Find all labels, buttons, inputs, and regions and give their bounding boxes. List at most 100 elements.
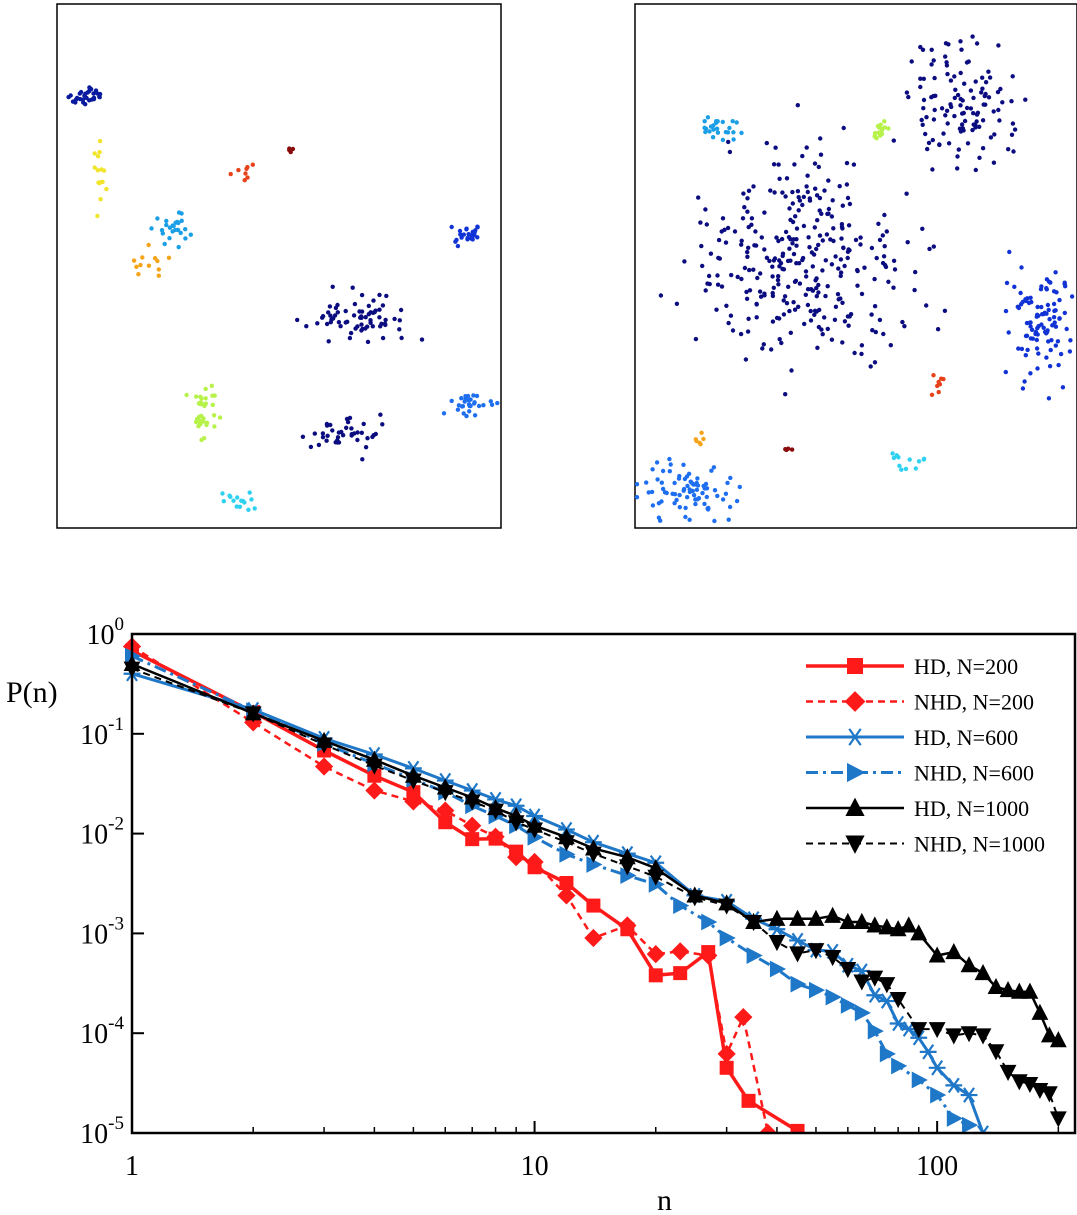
data-point-marker bbox=[999, 981, 1017, 998]
data-point-marker bbox=[808, 981, 826, 999]
particle-dot bbox=[823, 258, 828, 263]
particle-dot bbox=[790, 189, 795, 195]
particle-dot bbox=[725, 225, 731, 231]
particle-dot bbox=[170, 229, 175, 234]
particle-dot bbox=[907, 457, 912, 462]
particle-dot bbox=[703, 129, 708, 135]
particle-dot bbox=[883, 264, 889, 270]
particle-dot bbox=[802, 321, 807, 327]
legend-label: HD, N=200 bbox=[914, 654, 1018, 679]
particle-dot bbox=[1056, 362, 1061, 368]
particle-dot bbox=[746, 316, 751, 321]
particle-dot bbox=[776, 162, 781, 167]
particle-dot bbox=[837, 184, 842, 189]
particle-dot bbox=[361, 421, 366, 427]
particle-dot bbox=[780, 190, 785, 195]
particle-dot bbox=[1062, 310, 1068, 316]
particle-dot bbox=[962, 118, 968, 124]
particle-dot bbox=[939, 376, 944, 381]
data-point-marker bbox=[789, 932, 806, 949]
particle-dot bbox=[929, 47, 934, 52]
particle-dot bbox=[1052, 320, 1057, 325]
particle-dot bbox=[650, 467, 655, 472]
particle-dot bbox=[743, 357, 749, 362]
particle-dot bbox=[838, 273, 843, 279]
particle-dot bbox=[828, 237, 833, 242]
particle-dot bbox=[813, 278, 818, 283]
particle-dot bbox=[95, 213, 100, 219]
data-point-marker bbox=[974, 1125, 992, 1133]
particle-dot bbox=[1045, 302, 1051, 308]
particle-dot bbox=[720, 216, 726, 221]
particle-dot bbox=[1063, 284, 1068, 289]
particle-dot bbox=[746, 245, 751, 250]
particle-dot bbox=[183, 227, 188, 232]
particle-dot bbox=[980, 146, 986, 151]
right-snapshot-panel bbox=[634, 3, 1077, 529]
particle-dot bbox=[681, 488, 686, 493]
data-point-marker bbox=[845, 797, 865, 816]
particle-dot bbox=[801, 194, 806, 200]
particle-dot bbox=[886, 126, 891, 131]
particle-dot bbox=[851, 162, 857, 167]
particle-dot bbox=[201, 419, 206, 424]
data-point-marker bbox=[1010, 982, 1028, 999]
particle-dot bbox=[925, 146, 930, 152]
y-tick-label: 10-5 bbox=[80, 1113, 124, 1150]
particle-dot bbox=[923, 131, 928, 137]
particle-cluster bbox=[449, 224, 480, 249]
particle-dot bbox=[754, 315, 759, 320]
particle-dot bbox=[1057, 316, 1062, 321]
data-point-marker bbox=[960, 1087, 978, 1103]
particle-dot bbox=[714, 119, 719, 124]
particle-dot bbox=[92, 151, 97, 156]
particle-dot bbox=[1046, 396, 1052, 401]
data-point-marker bbox=[987, 1044, 1005, 1061]
particle-dot bbox=[817, 233, 823, 238]
particle-dot bbox=[726, 517, 731, 522]
particle-dot bbox=[343, 308, 348, 314]
particle-dot bbox=[768, 188, 773, 193]
particle-dot bbox=[644, 480, 649, 485]
particle-dot bbox=[377, 307, 382, 312]
legend: HD, N=200 NHD, N=200 HD, N=600 NHD, N=600 HD… bbox=[806, 654, 1045, 857]
particle-dot bbox=[787, 206, 792, 211]
particle-dot bbox=[944, 63, 950, 68]
particle-dot bbox=[929, 62, 934, 67]
particle-dot bbox=[1000, 100, 1005, 105]
particle-dot bbox=[199, 401, 204, 406]
particle-dot bbox=[1007, 249, 1012, 255]
particle-dot bbox=[441, 411, 447, 416]
particle-dot bbox=[991, 109, 996, 114]
data-point-marker bbox=[769, 960, 787, 978]
particle-dot bbox=[677, 492, 682, 498]
particle-dot bbox=[1030, 336, 1036, 341]
particle-dot bbox=[880, 233, 885, 238]
data-point-marker bbox=[673, 966, 688, 981]
legend-entry: NHD, N=200 bbox=[806, 690, 1034, 715]
particle-dot bbox=[463, 394, 468, 399]
particle-dot bbox=[876, 221, 881, 226]
particle-dot bbox=[968, 106, 974, 111]
particle-dot bbox=[973, 167, 978, 173]
particle-dot bbox=[702, 501, 707, 507]
particle-dot bbox=[210, 393, 215, 398]
data-point-marker bbox=[620, 867, 637, 884]
particle-dot bbox=[845, 249, 851, 254]
particle-dot bbox=[761, 342, 766, 347]
x-tick-label: 100 bbox=[916, 1151, 958, 1182]
particle-dot bbox=[719, 284, 725, 289]
particle-dot bbox=[171, 223, 176, 229]
particle-dot bbox=[792, 162, 797, 167]
data-point-marker bbox=[910, 1022, 928, 1039]
particle-dot bbox=[1041, 325, 1046, 330]
particle-dot bbox=[419, 337, 425, 342]
series-markers bbox=[122, 637, 778, 1133]
data-point-marker bbox=[840, 996, 857, 1014]
particle-dot bbox=[237, 504, 243, 509]
particle-dot bbox=[455, 407, 461, 412]
particle-dot bbox=[693, 501, 698, 507]
particle-dot bbox=[97, 149, 102, 155]
particle-dot bbox=[936, 389, 941, 395]
particle-dot bbox=[788, 217, 793, 223]
